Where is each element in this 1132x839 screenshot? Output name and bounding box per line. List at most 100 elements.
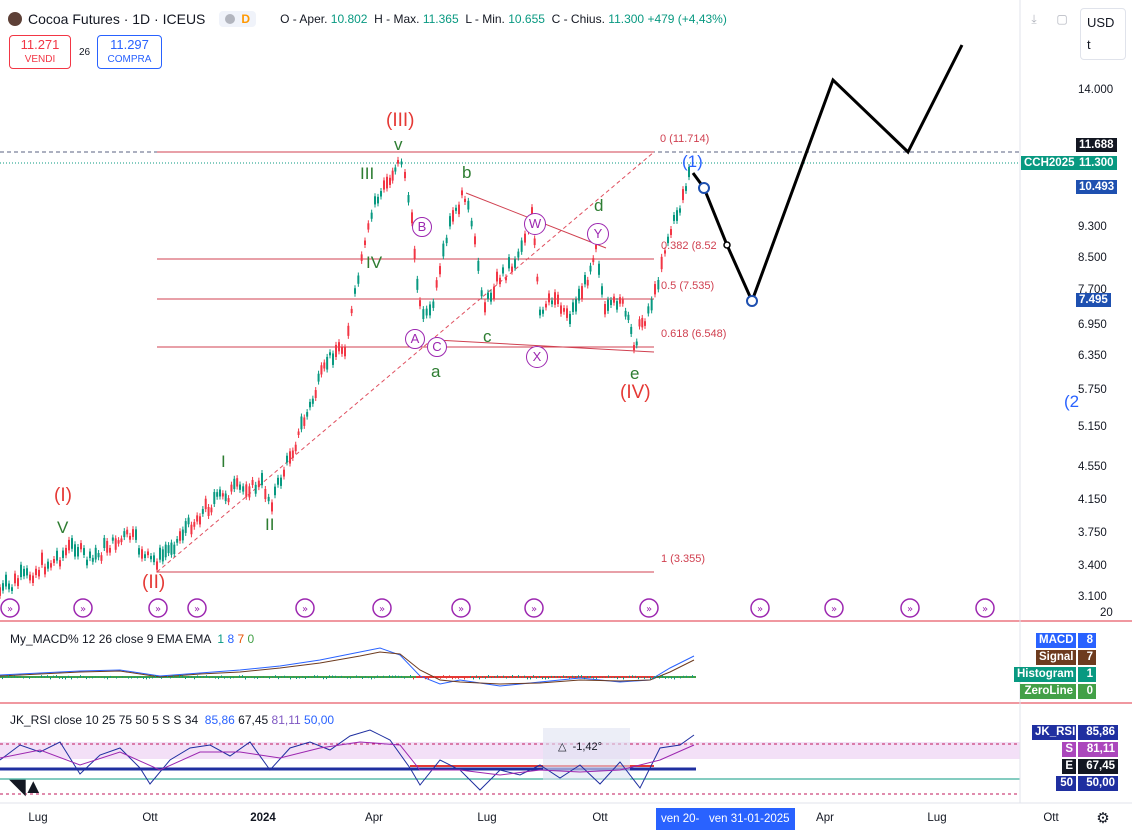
macd-value-4: 0 <box>247 632 255 646</box>
wave-I-major[interactable]: (I) <box>54 485 72 506</box>
candle-body <box>294 444 297 452</box>
macd-histogram-bar <box>116 677 117 679</box>
wave-IV-minor[interactable]: IV <box>366 253 383 272</box>
candle-body <box>227 498 230 503</box>
macd-histogram-bar <box>473 677 474 680</box>
wave-I-minor[interactable]: I <box>221 452 226 471</box>
macd-histogram-bar <box>641 677 642 678</box>
rsi-title[interactable]: JK_RSI close 10 25 75 50 5 S S 34 85,86 … <box>10 713 334 727</box>
candle-body <box>254 484 257 494</box>
candle-body <box>29 574 31 581</box>
wave-Y-circle[interactable]: Y <box>587 223 609 245</box>
symbol-title[interactable]: Cocoa Futures · 1D · ICEUS <box>28 11 206 27</box>
wave-W-circle[interactable]: W <box>524 213 546 235</box>
wave-a[interactable]: a <box>431 362 441 381</box>
wave-III-major[interactable]: (III) <box>386 110 415 131</box>
buy-button[interactable]: 11.297 COMPRA <box>97 35 162 69</box>
download-icon[interactable]: ⤓ <box>1031 12 1037 26</box>
time-tick: Apr <box>365 812 383 824</box>
wave-X-circle[interactable]: X <box>526 346 548 368</box>
signal-tag-value: 7 <box>1078 650 1096 665</box>
macd-histogram-bar <box>395 675 396 678</box>
settings-gear-icon[interactable]: ⚙ <box>1096 810 1110 827</box>
wave-IV-major[interactable]: (IV) <box>620 382 651 403</box>
rsi-mid-tag-name: 50 <box>1056 776 1076 791</box>
wave-d[interactable]: d <box>594 196 604 215</box>
wave-c[interactable]: c <box>483 327 492 346</box>
candle-body <box>248 486 251 498</box>
sell-button[interactable]: 11.271 VENDI <box>9 35 71 69</box>
wave-V-minor[interactable]: V <box>57 518 69 537</box>
candle-body <box>184 521 187 533</box>
candle-body <box>14 573 16 584</box>
candle-body <box>65 547 67 556</box>
candle-body <box>86 559 88 566</box>
fib-retracement[interactable] <box>156 151 655 573</box>
rsi-signal-tag-value: 81,11 <box>1078 742 1118 757</box>
currency-selector[interactable]: USD t <box>1080 8 1126 60</box>
maximize-icon[interactable]: ▢ <box>1056 12 1068 26</box>
candle-body <box>389 177 391 185</box>
rsi-value-3: 81,11 <box>271 713 301 727</box>
delayed-badge: D <box>241 12 251 26</box>
event-marker-icon <box>824 598 844 618</box>
wave-III-minor[interactable]: III <box>360 164 375 183</box>
candle-body <box>309 401 311 408</box>
projection-point[interactable] <box>698 182 710 194</box>
projection-point[interactable] <box>746 295 758 307</box>
macd-histogram-bar <box>542 677 543 680</box>
wave-b[interactable]: b <box>462 163 472 182</box>
candle-body <box>341 347 343 354</box>
wave-1-label[interactable]: (1) <box>682 152 703 171</box>
candle-body <box>271 502 273 512</box>
macd-title[interactable]: My_MACD% 12 26 close 9 EMA EMA 1 8 7 0 <box>10 632 254 646</box>
macd-histogram-bar <box>575 676 576 678</box>
candle-body <box>688 167 690 178</box>
candle-body <box>213 492 216 504</box>
macd-histogram-bar <box>503 675 504 678</box>
wave-2-label[interactable]: (2 <box>1064 392 1080 411</box>
tradingview-logo[interactable]: ◥▲ <box>10 776 43 798</box>
candle-body <box>569 313 571 325</box>
macd-histogram-bar <box>458 677 459 679</box>
candle-body <box>589 265 592 272</box>
macd-histogram-bar <box>209 677 210 679</box>
macd-histogram-bar <box>455 677 456 679</box>
projection-point[interactable] <box>723 241 731 249</box>
macd-histogram-bar <box>689 676 690 678</box>
macd-histogram-bar <box>227 677 228 679</box>
candle-body <box>364 240 366 246</box>
wave-v-minor[interactable]: v <box>394 135 403 154</box>
projection-upper-tag: 10.493 <box>1076 180 1118 194</box>
candle-body <box>144 554 146 559</box>
candle-body <box>667 236 669 244</box>
candle-body <box>391 170 394 181</box>
price-tick: 4.150 <box>1078 494 1107 506</box>
event-markers[interactable]: » » » » » » » » » » » » » <box>0 598 995 618</box>
wave-e[interactable]: e <box>630 364 640 383</box>
candle-body <box>584 274 586 285</box>
angle-readout[interactable]: △ -1,42° <box>558 740 602 753</box>
candle-body <box>539 309 541 316</box>
wave-II-major[interactable]: (II) <box>142 572 166 593</box>
wave-B-circle[interactable]: B <box>412 217 432 237</box>
projection-path[interactable] <box>691 44 964 305</box>
candle-body <box>490 292 492 302</box>
fib-50-label: 0.5 (7.535) <box>661 280 715 292</box>
market-status-pill[interactable]: D <box>219 11 257 27</box>
macd-histogram-bar <box>581 675 582 678</box>
candle-body <box>676 210 678 221</box>
candle-body <box>257 480 260 488</box>
macd-histogram-bar <box>80 675 81 678</box>
macd-histogram-bar <box>518 675 519 678</box>
wave-C-circle[interactable]: C <box>427 337 447 357</box>
candle-body <box>670 229 672 235</box>
wave-A-circle[interactable]: A <box>405 329 425 349</box>
candle-body <box>360 254 363 261</box>
candle-body <box>190 524 193 535</box>
candle-body <box>59 560 61 567</box>
triangle-lower-line[interactable] <box>435 339 655 353</box>
macd-histogram-bar <box>242 675 243 678</box>
wave-II-minor[interactable]: II <box>265 515 275 534</box>
